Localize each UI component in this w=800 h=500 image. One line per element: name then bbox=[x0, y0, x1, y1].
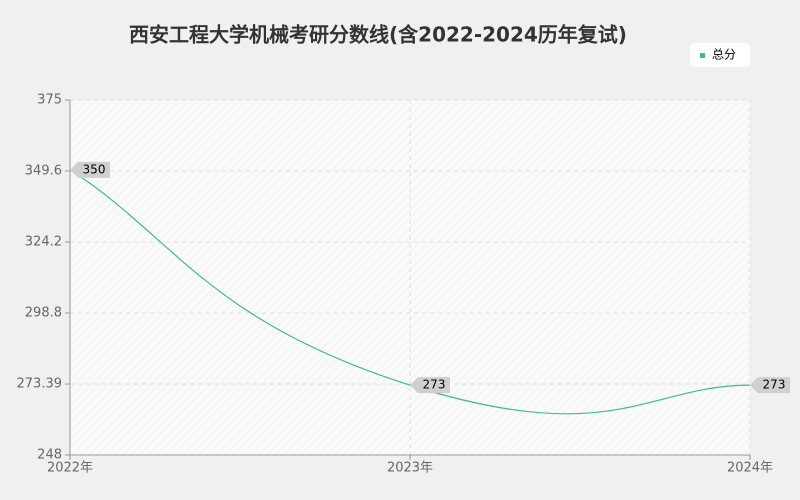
chart-title: 西安工程大学机械考研分数线(含2022-2024历年复试) bbox=[129, 23, 627, 47]
legend-box bbox=[690, 43, 750, 67]
data-label-box bbox=[750, 377, 790, 394]
legend-label: 总分 bbox=[712, 48, 736, 62]
x-tick-label: 2024年 bbox=[727, 461, 773, 476]
data-label-box bbox=[410, 377, 450, 394]
data-label: 350 bbox=[83, 162, 106, 176]
data-label: 273 bbox=[423, 378, 446, 392]
y-tick-label: 375 bbox=[37, 93, 62, 108]
line bbox=[69, 169, 751, 415]
x-tick-label: 2023年 bbox=[387, 461, 433, 476]
y-tick-label: 349.6 bbox=[25, 164, 62, 179]
data-label: 273 bbox=[763, 378, 786, 392]
y-tick-label: 273.39 bbox=[17, 377, 63, 392]
y-tick-label: 298.8 bbox=[25, 306, 62, 321]
data-label-box bbox=[70, 161, 110, 178]
y-tick-label: 324.2 bbox=[25, 235, 62, 250]
x-tick-label: 2022年 bbox=[47, 461, 93, 476]
y-tick-label: 248 bbox=[37, 448, 62, 463]
legend-marker bbox=[700, 53, 705, 58]
